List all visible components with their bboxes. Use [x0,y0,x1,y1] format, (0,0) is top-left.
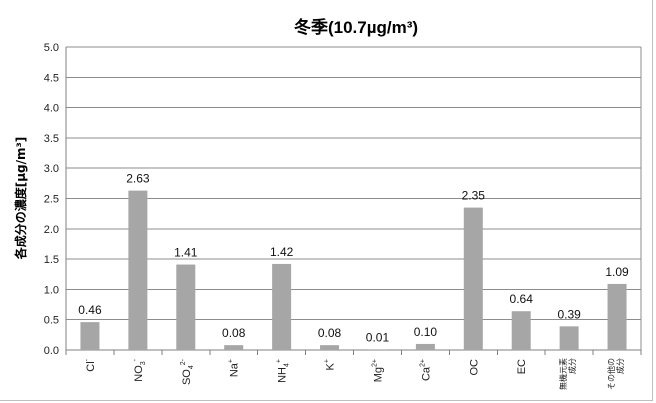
x-tick-label: その他の 成分 [606,358,625,390]
bar [463,207,483,350]
x-tick-label: Mg2+ [371,359,384,382]
data-label: 0.10 [414,325,438,339]
bar [80,322,100,350]
x-tick-label: 無機元素 成分 [558,358,577,390]
x-tick-label: Ca2+ [419,359,432,381]
x-tick-label: K+ [324,359,337,370]
bar [176,264,196,350]
y-tick-label: 4.5 [44,72,59,84]
y-tick-label: 2.5 [44,194,59,206]
chart-title: 冬季(10.7µg/m³) [294,17,418,37]
data-label: 0.46 [78,303,102,317]
bar [128,190,148,350]
data-label: 0.01 [366,330,390,344]
data-label: 1.42 [270,245,294,259]
y-tick-label: 5.0 [44,42,59,54]
data-label: 0.08 [318,326,342,340]
x-tick-label: Cl- [84,358,97,371]
data-label: 0.39 [557,307,581,321]
data-label: 1.09 [605,265,629,279]
bar [224,345,244,350]
bar [272,263,292,350]
data-label: 1.41 [174,246,198,260]
bar [607,283,627,350]
y-tick-label: 2.0 [44,224,59,236]
data-label: 0.08 [222,326,246,340]
svg-text:無機元素: 無機元素 [558,358,568,390]
y-tick-label: 0.0 [44,345,59,357]
x-tick-label: OC [468,359,480,376]
bar [367,349,387,350]
data-label: 2.35 [462,189,486,203]
x-tick-label: SO42- [180,358,195,385]
x-tick-label: EC [516,359,528,374]
x-tick-label: NH4+ [276,359,291,383]
x-tick-label: Na+ [228,359,241,377]
bar [415,343,435,350]
y-axis-label: 各成分の濃度[µg/m³] [13,137,28,261]
svg-text:成分: 成分 [567,358,577,374]
y-tick-label: 0.5 [44,315,59,327]
svg-text:その他の: その他の [606,358,616,390]
y-tick-label: 1.5 [44,254,59,266]
data-label: 0.64 [510,292,534,306]
data-label: 2.63 [126,172,150,186]
svg-text:成分: 成分 [615,358,625,374]
y-tick-label: 3.5 [44,133,59,145]
bar [559,326,579,350]
bar [511,311,531,350]
y-tick-label: 3.0 [44,163,59,175]
y-tick-label: 4.0 [44,103,59,115]
y-tick-label: 1.0 [44,284,59,296]
bar [320,345,340,350]
x-tick-label: NO3- [132,358,147,381]
